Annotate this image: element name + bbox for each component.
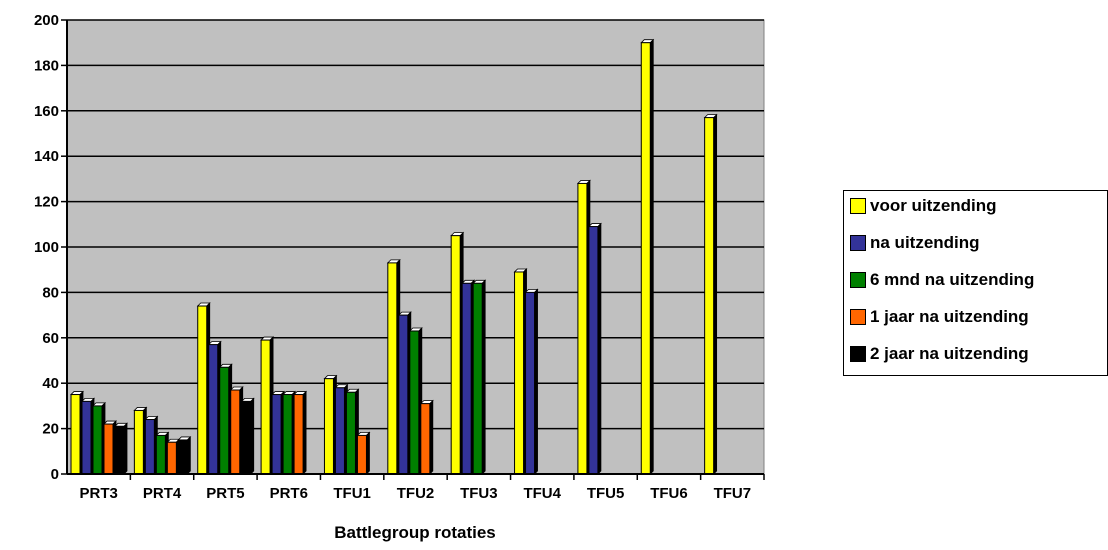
x-tick-label: PRT3 — [80, 485, 118, 502]
bar — [356, 434, 367, 475]
legend-item: na uitzending — [850, 232, 980, 254]
legend-label: 1 jaar na uitzending — [870, 307, 1029, 326]
y-tick-label: 40 — [42, 375, 59, 392]
bar — [81, 400, 92, 475]
y-tick-labels: 0 20 40 60 80 100 120 140 160 180 200 — [34, 12, 59, 483]
x-tick-label: TFU5 — [587, 485, 625, 502]
x-tick-label: PRT5 — [206, 485, 244, 502]
axes — [66, 20, 765, 480]
y-tick-label: 200 — [34, 12, 59, 29]
bar — [704, 117, 715, 475]
bar — [219, 366, 230, 475]
y-tick-label: 120 — [34, 194, 59, 211]
legend-swatch — [850, 346, 866, 362]
legend-swatch — [850, 198, 866, 214]
bar — [420, 403, 431, 475]
bar — [133, 409, 144, 475]
x-tick-label: TFU7 — [714, 485, 752, 502]
legend-label: 6 mnd na uitzending — [870, 270, 1035, 289]
y-tick-label: 20 — [42, 421, 59, 438]
bar — [577, 182, 588, 475]
bar — [144, 419, 155, 475]
x-axis-title: Battlegroup rotaties — [334, 523, 496, 542]
bar — [398, 314, 409, 475]
bar — [271, 394, 282, 475]
legend-item: 1 jaar na uitzending — [850, 306, 1029, 328]
bar — [70, 394, 81, 475]
legend-label: na uitzending — [870, 233, 980, 252]
legend-label: 2 jaar na uitzending — [870, 344, 1029, 363]
x-tick-label: TFU2 — [397, 485, 435, 502]
bar — [103, 423, 114, 475]
bar — [282, 394, 293, 475]
bar — [293, 394, 304, 475]
y-tick-label: 60 — [42, 330, 59, 347]
y-tick-label: 80 — [42, 284, 59, 301]
legend-label: voor uitzending — [870, 196, 997, 215]
legend-swatch — [850, 235, 866, 251]
bar — [334, 387, 345, 475]
y-tick-label: 160 — [34, 103, 59, 120]
bar — [323, 378, 334, 475]
bar — [409, 330, 420, 475]
bar — [114, 425, 125, 475]
bar — [241, 400, 252, 475]
legend-item: 2 jaar na uitzending — [850, 343, 1029, 365]
bar — [208, 344, 219, 475]
x-tick-label: TFU1 — [333, 485, 371, 502]
bar — [588, 226, 599, 475]
legend: voor uitzending na uitzending 6 mnd na u… — [843, 190, 1108, 376]
bar — [197, 305, 208, 475]
legend-swatch — [850, 272, 866, 288]
x-tick-labels: PRT3 PRT4 PRT5 PRT6 TFU1 TFU2 TFU3 TFU4 TFU5 TFU6… — [80, 485, 752, 502]
bar — [387, 262, 398, 475]
bar — [345, 391, 356, 475]
legend-swatch — [850, 309, 866, 325]
bar — [461, 282, 472, 475]
y-tick-label: 100 — [34, 239, 59, 256]
x-tick-label: PRT4 — [143, 485, 182, 502]
bar — [514, 271, 525, 475]
x-tick-label: TFU6 — [650, 485, 688, 502]
y-tick-label: 180 — [34, 57, 59, 74]
x-tick-label: PRT6 — [270, 485, 308, 502]
legend-item: 6 mnd na uitzending — [850, 269, 1034, 291]
bar — [155, 434, 166, 475]
bars — [70, 38, 718, 475]
bar — [260, 339, 271, 475]
y-tick-label: 140 — [34, 148, 59, 165]
bar — [450, 235, 461, 475]
bar — [472, 282, 483, 475]
x-tick-label: TFU3 — [460, 485, 498, 502]
bar — [230, 389, 241, 475]
bar — [166, 441, 177, 475]
bar — [525, 291, 536, 475]
bar — [177, 439, 188, 475]
bar — [640, 42, 651, 475]
legend-item: voor uitzending — [850, 195, 997, 217]
bar — [92, 405, 103, 475]
x-tick-label: TFU4 — [523, 485, 561, 502]
y-tick-label: 0 — [51, 466, 59, 483]
